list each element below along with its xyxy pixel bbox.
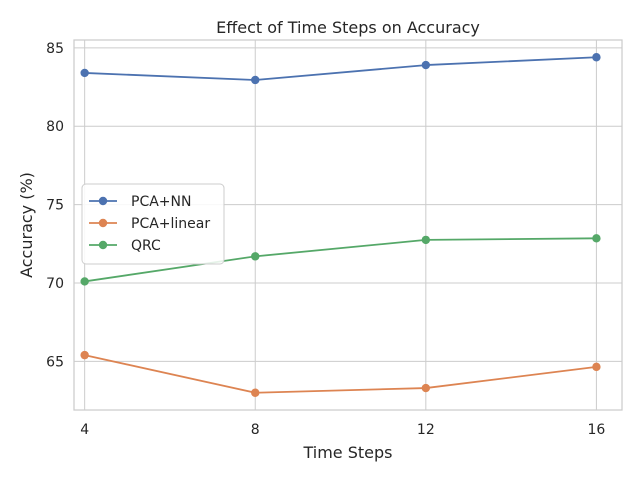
series-line — [84, 354, 597, 394]
y-tick-label: 65 — [46, 354, 64, 370]
x-axis-label: Time Steps — [302, 443, 392, 462]
legend-swatch-marker — [98, 218, 108, 228]
data-point — [251, 252, 260, 261]
x-tick-label: 16 — [587, 422, 605, 438]
series-line — [84, 237, 597, 283]
data-point — [592, 53, 601, 62]
y-axis-label: Accuracy (%) — [17, 172, 36, 278]
chart-title: Effect of Time Steps on Accuracy — [216, 18, 480, 37]
legend-swatch-marker — [98, 196, 108, 206]
y-tick-label: 75 — [46, 198, 64, 214]
series-qrc — [80, 234, 601, 286]
series-pca-linear — [80, 350, 601, 397]
data-point — [421, 60, 431, 70]
data-point — [80, 68, 89, 78]
series-layer — [80, 53, 601, 397]
legend-label: QRC — [131, 238, 161, 254]
data-point — [80, 350, 89, 360]
series-line — [84, 56, 597, 81]
legend: PCA+NN PCA+linear QRC — [81, 183, 225, 265]
data-point — [592, 362, 601, 372]
legend-box — [81, 183, 225, 265]
tick-labels: 4 8 12 16 65 70 75 80 85 — [46, 41, 605, 438]
legend-item-qrc: QRC — [89, 238, 161, 254]
legend-items: PCA+NN PCA+linear QRC — [89, 194, 210, 254]
y-tick-label: 85 — [46, 41, 64, 57]
legend-label: PCA+NN — [131, 194, 191, 210]
series-pca-nn — [80, 53, 601, 85]
x-tick-label: 8 — [251, 422, 260, 438]
x-tick-label: 4 — [80, 422, 89, 438]
data-point — [80, 277, 89, 286]
legend-label: PCA+linear — [131, 216, 210, 232]
y-tick-label: 80 — [46, 119, 64, 135]
data-point — [421, 235, 431, 245]
legend-item-pca-linear: PCA+linear — [89, 216, 210, 232]
data-point — [421, 383, 431, 393]
data-point — [251, 388, 260, 397]
legend-swatch-marker — [98, 240, 108, 250]
legend-item-pca-nn: PCA+NN — [89, 194, 191, 210]
x-tick-label: 12 — [417, 422, 435, 438]
data-point — [251, 75, 260, 85]
plot-frame — [73, 39, 623, 411]
y-tick-label: 70 — [46, 276, 64, 292]
data-point — [592, 234, 601, 243]
